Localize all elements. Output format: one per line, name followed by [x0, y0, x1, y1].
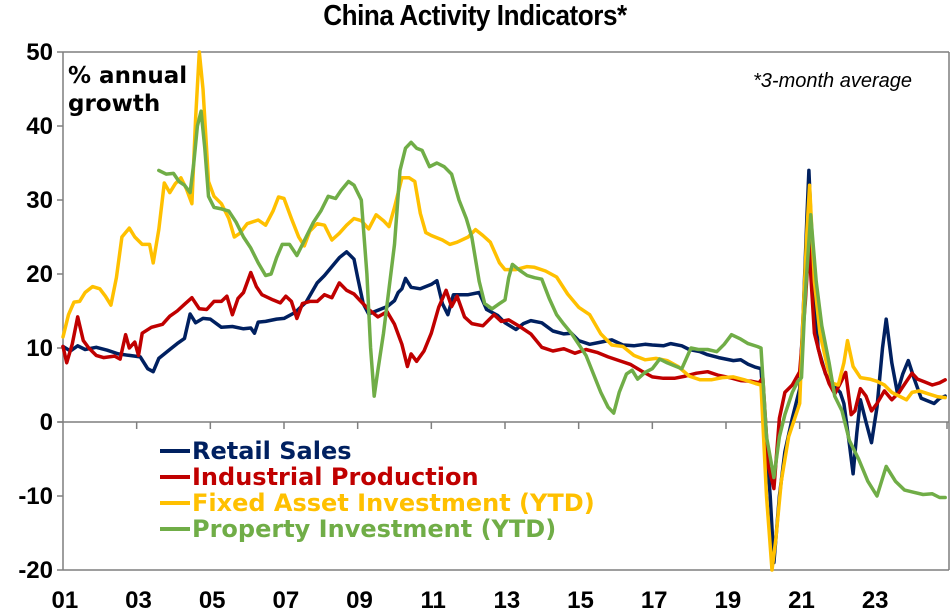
legend-label: Fixed Asset Investment (YTD) — [192, 489, 595, 517]
y-tick-label: 50 — [26, 39, 53, 66]
tick-labels: 50 40 30 20 10 0 -10 -20 01 03 05 07 09 11 13 15 17 19 21 2… — [18, 39, 888, 614]
x-tick-label: 09 — [346, 587, 373, 614]
y-tick-label: -10 — [18, 483, 53, 510]
x-tick-label: 11 — [420, 587, 445, 614]
legend-label: Retail Sales — [192, 437, 352, 465]
legend-swatch — [160, 475, 190, 479]
series-lines — [61, 50, 947, 572]
x-tick-label: 05 — [199, 587, 226, 614]
y-tick-label: -20 — [18, 557, 53, 584]
y-tick-label: 10 — [26, 335, 53, 362]
x-tick-label: 07 — [272, 587, 299, 614]
series-line-industrial-production — [61, 242, 947, 491]
x-tick-label: 21 — [788, 587, 815, 614]
series-line-property-investment-ytd — [157, 109, 947, 500]
legend: Retail Sales Industrial Production Fixed… — [160, 437, 595, 543]
axes — [57, 51, 950, 571]
legend-item-property-investment: Property Investment (YTD) — [160, 515, 595, 543]
series-line-fixed-asset-investment-ytd — [61, 50, 947, 572]
legend-item-industrial-production: Industrial Production — [160, 463, 595, 491]
y-tick-label: 30 — [26, 187, 53, 214]
legend-item-retail-sales: Retail Sales — [160, 437, 595, 465]
legend-label: Property Investment (YTD) — [192, 515, 557, 543]
x-tick-label: 03 — [125, 587, 152, 614]
legend-swatch — [160, 449, 190, 453]
legend-swatch — [160, 527, 190, 531]
x-tick-label: 17 — [641, 587, 668, 614]
x-tick-label: 19 — [714, 587, 741, 614]
legend-item-fixed-asset-investment: Fixed Asset Investment (YTD) — [160, 489, 595, 517]
x-tick-label: 23 — [862, 587, 889, 614]
y-tick-label: 0 — [40, 409, 53, 436]
chart-title: China Activity Indicators* — [323, 0, 627, 32]
x-tick-label: 15 — [567, 587, 594, 614]
footnote: *3-month average — [753, 70, 912, 92]
y-tick-label: 20 — [26, 261, 53, 288]
y-axis-label: % annual growth — [68, 63, 188, 117]
legend-swatch — [160, 501, 190, 505]
y-tick-label: 40 — [26, 113, 53, 140]
x-tick-label: 13 — [493, 587, 520, 614]
x-tick-label: 01 — [51, 587, 78, 614]
legend-label: Industrial Production — [192, 463, 479, 491]
series-line-retail-sales — [61, 168, 947, 565]
